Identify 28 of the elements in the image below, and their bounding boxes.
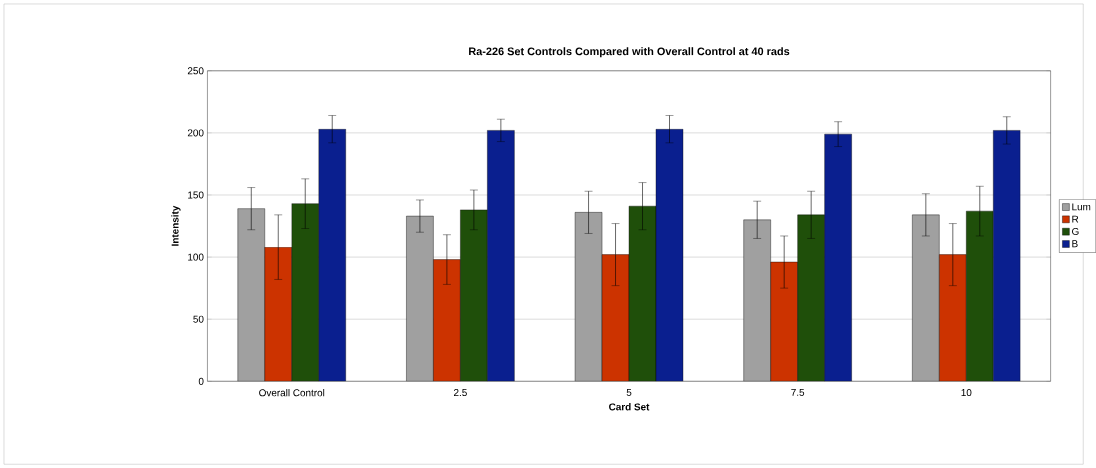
x-tick-label: 7.5 <box>791 388 805 396</box>
y-tick-label: 200 <box>187 129 204 137</box>
bar <box>824 133 852 382</box>
y-tick-label: 250 <box>187 67 204 75</box>
bar <box>460 209 488 382</box>
bar <box>966 210 994 382</box>
legend-label: R <box>1072 215 1079 223</box>
x-tick-label: Overall Control <box>259 388 325 397</box>
y-tick-label: 50 <box>193 315 204 323</box>
x-axis-title: Card Set <box>609 403 650 411</box>
bar <box>655 128 684 382</box>
bar <box>628 205 657 382</box>
legend-label: Lum <box>1072 203 1091 211</box>
y-axis-title: Intensity <box>171 205 181 246</box>
bar <box>797 214 825 382</box>
x-tick-label: 10 <box>961 388 972 396</box>
bar <box>291 203 319 382</box>
chart-title: Ra-226 Set Controls Compared with Overall Control at 40 rads <box>469 47 790 58</box>
x-tick-label: 5 <box>626 388 632 396</box>
y-tick-label: 0 <box>198 377 204 385</box>
x-tick-label: 2.5 <box>453 388 467 396</box>
bar <box>318 128 346 382</box>
bar <box>993 130 1021 382</box>
legend-label: G <box>1072 227 1079 235</box>
y-tick-label: 150 <box>188 191 204 199</box>
legend-label: B <box>1072 240 1078 248</box>
bar <box>487 130 515 382</box>
y-tick-label: 100 <box>188 253 204 261</box>
